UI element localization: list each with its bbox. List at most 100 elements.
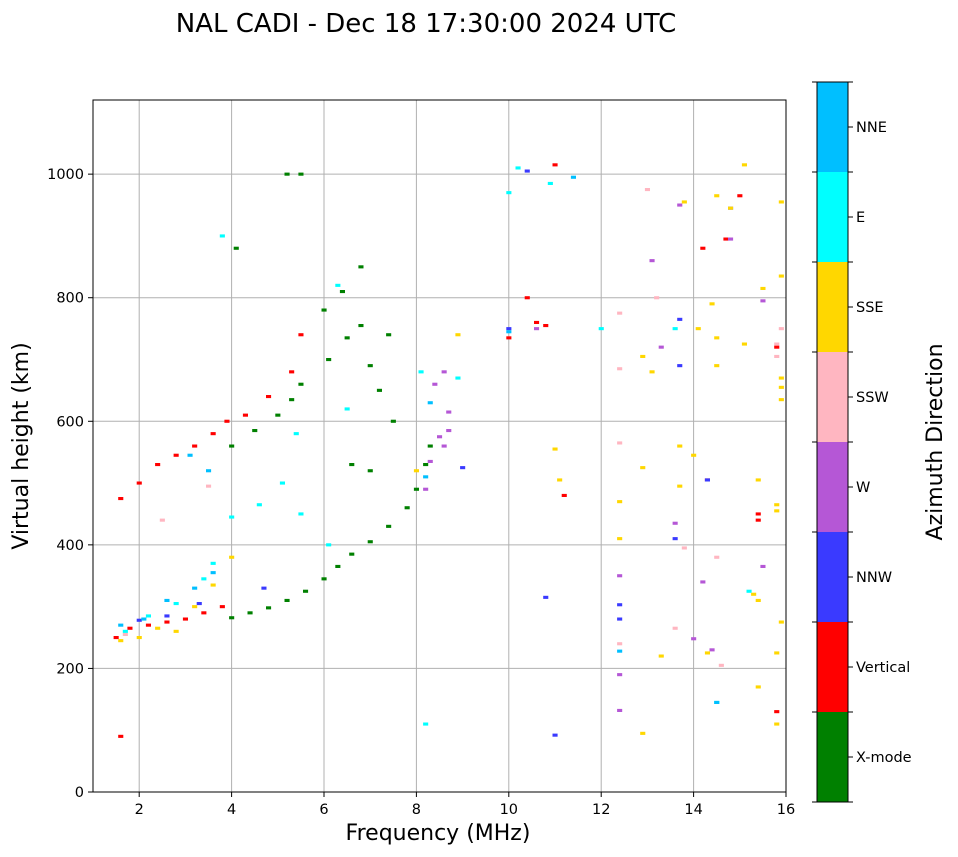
x-tick-label: 2 [135,802,144,818]
chart-title: NAL CADI - Dec 18 17:30:00 2024 UTC [176,9,676,39]
data-point [210,561,216,565]
data-point [432,382,438,386]
colorbar-tick-label: W [856,480,870,496]
colorbar-segment [817,262,848,352]
data-point [358,324,364,328]
y-tick-label: 200 [56,661,84,677]
data-point [746,589,752,593]
data-point [677,444,683,448]
data-point [455,333,461,337]
data-point [672,521,678,525]
data-point [552,447,558,451]
data-point [196,602,202,606]
data-point [741,163,747,167]
data-point [672,537,678,541]
data-point [640,731,646,735]
data-point [704,478,710,482]
data-point [617,367,623,371]
data-point [219,605,225,609]
data-point [460,466,466,470]
data-point [524,169,530,173]
data-point [617,642,623,646]
data-point [658,345,664,349]
data-point [617,311,623,315]
data-point [506,336,512,340]
data-point [649,370,655,374]
data-point [423,463,429,467]
data-point [534,320,540,324]
data-point [552,733,558,737]
colorbar-tick-label: Vertical [856,660,910,676]
data-point [423,475,429,479]
data-point [155,626,161,630]
data-point [113,636,119,640]
data-point [298,512,304,516]
x-axis: 2 4 6 8 10 12 14 16 [135,792,795,818]
data-point [617,500,623,504]
data-point [201,611,207,615]
data-point [718,663,724,667]
x-tick-label: 6 [319,802,328,818]
series-x-mode [229,172,433,620]
data-point [446,410,452,414]
data-point [261,586,267,590]
y-axis-label: Virtual height (km) [9,342,34,549]
series-sse [118,163,784,735]
data-point [418,370,424,374]
data-point [390,419,396,423]
data-point [552,163,558,167]
data-point [413,487,419,491]
data-point [404,506,410,510]
colorbar-segment [817,622,848,712]
data-point [145,623,151,627]
data-point [728,206,734,210]
data-point [206,484,212,488]
colorbar-tick-label: X-mode [856,750,912,766]
data-point [778,620,784,624]
data-point [321,577,327,581]
data-point [376,388,382,392]
data-point [173,602,179,606]
data-point [118,639,124,643]
data-point [284,172,290,176]
data-point [326,543,332,547]
y-tick-label: 600 [56,414,84,430]
data-point [206,469,212,473]
x-tick-label: 8 [412,802,421,818]
data-point [441,444,447,448]
data-point [210,432,216,436]
data-point [543,324,549,328]
data-point [164,620,170,624]
data-point [640,466,646,470]
colorbar-tick-label: SSE [856,300,884,316]
data-point [677,317,683,321]
data-point [658,654,664,658]
data-point [266,606,272,610]
data-point [335,564,341,568]
data-point [774,345,780,349]
data-point [423,487,429,491]
data-point [446,429,452,433]
data-point [298,172,304,176]
data-point [515,166,521,170]
data-point [455,376,461,380]
data-point [289,370,295,374]
data-point [298,382,304,386]
data-point [778,385,784,389]
y-tick-label: 800 [56,291,84,307]
grid-lines [93,100,787,793]
data-point [778,327,784,331]
data-point [617,649,623,653]
data-point [737,194,743,198]
data-point [289,398,295,402]
data-point [229,616,235,620]
data-point [751,592,757,596]
data-point [524,296,530,300]
data-point [755,598,761,602]
data-point [413,469,419,473]
data-point [677,364,683,368]
data-point [755,685,761,689]
series-nne [118,175,720,704]
colorbar: X-mode Vertical NNW W SSW SSE E NNE [812,81,912,803]
colorbar-segment [817,172,848,262]
